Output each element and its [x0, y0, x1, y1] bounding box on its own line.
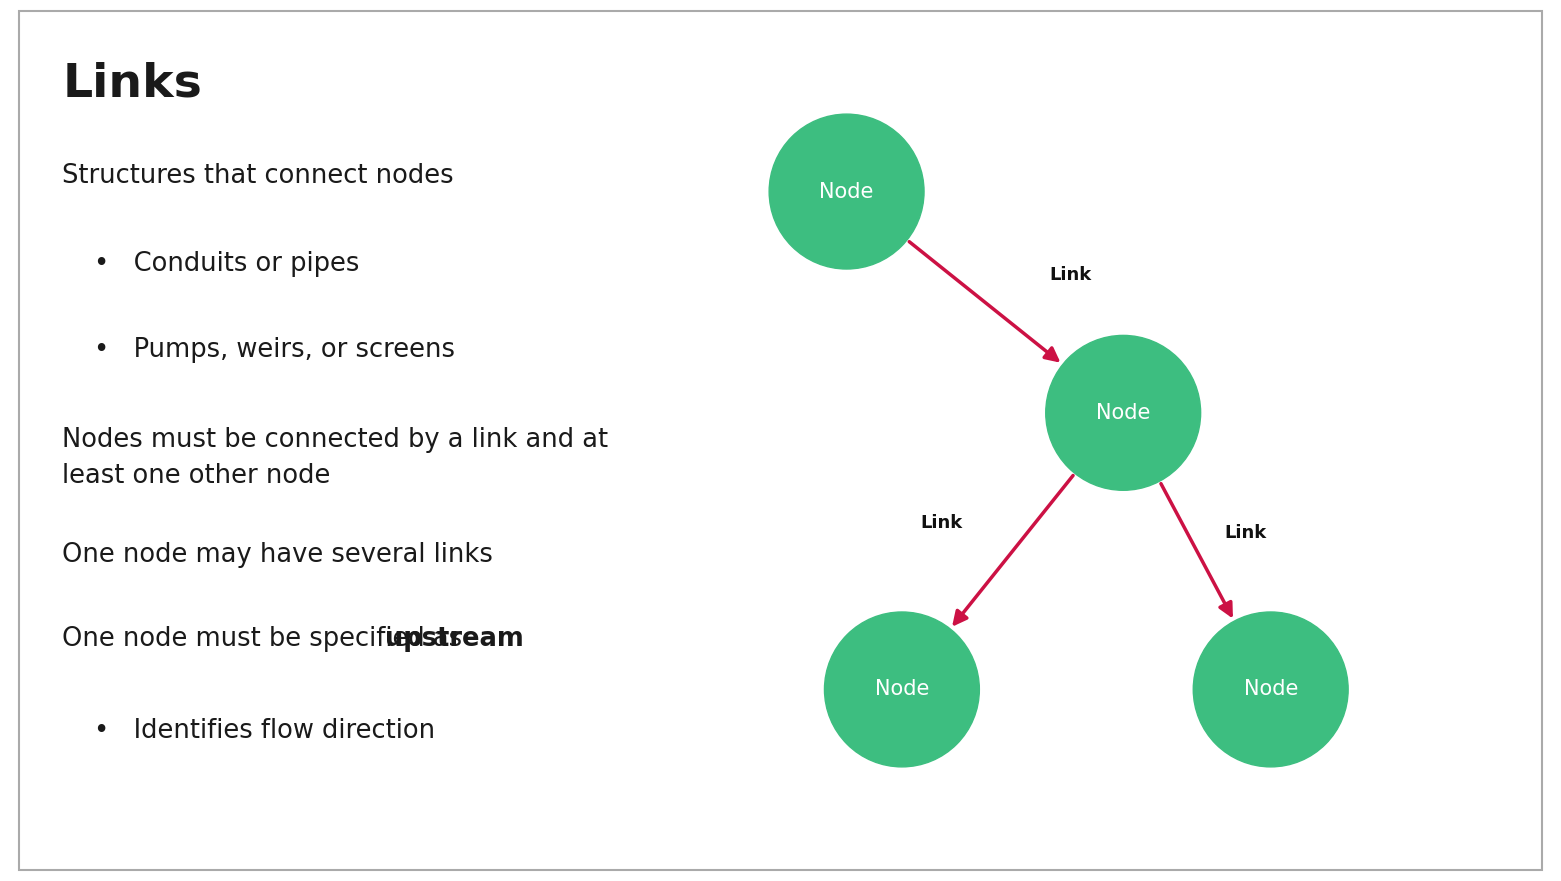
Text: •   Conduits or pipes: • Conduits or pipes	[94, 251, 359, 278]
Text: upstream: upstream	[386, 626, 524, 652]
Circle shape	[824, 612, 979, 766]
Text: Node: Node	[1244, 679, 1297, 700]
Text: Node: Node	[820, 181, 874, 202]
Text: •   Pumps, weirs, or screens: • Pumps, weirs, or screens	[94, 337, 454, 363]
Text: Node: Node	[1096, 403, 1150, 423]
Text: Link: Link	[1049, 265, 1091, 284]
Text: •   Identifies flow direction: • Identifies flow direction	[94, 718, 436, 744]
Text: One node must be specified as: One node must be specified as	[62, 626, 471, 652]
Text: Structures that connect nodes: Structures that connect nodes	[62, 163, 454, 189]
Text: Nodes must be connected by a link and at
least one other node: Nodes must be connected by a link and at…	[62, 427, 609, 489]
Text: Link: Link	[1225, 523, 1268, 542]
FancyBboxPatch shape	[19, 11, 1542, 870]
Text: Links: Links	[62, 62, 203, 107]
Circle shape	[1193, 612, 1349, 766]
Circle shape	[1046, 336, 1200, 491]
Circle shape	[770, 115, 924, 269]
Text: Node: Node	[874, 679, 929, 700]
Text: Link: Link	[921, 515, 963, 532]
Text: One node may have several links: One node may have several links	[62, 542, 493, 568]
